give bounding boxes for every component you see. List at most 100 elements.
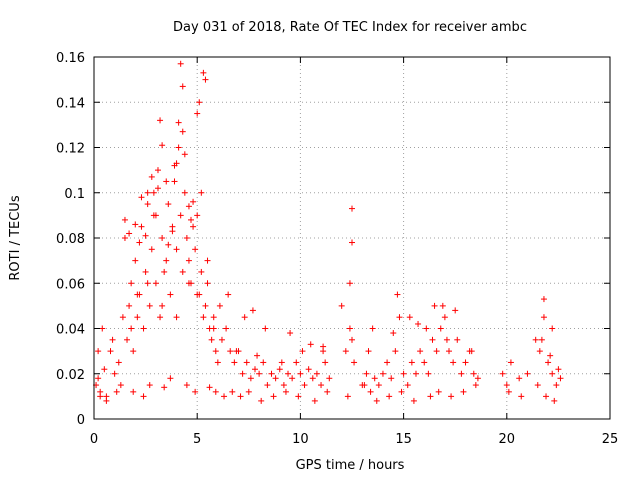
data-point — [103, 397, 110, 404]
data-point — [144, 201, 151, 208]
data-point — [159, 235, 166, 241]
data-point — [524, 370, 531, 377]
data-point — [458, 370, 465, 377]
data-point — [130, 388, 137, 395]
data-point — [124, 336, 131, 343]
x-tick-label: 5 — [193, 432, 201, 447]
data-point — [551, 397, 558, 404]
data-point — [470, 370, 477, 377]
x-tick-label: 20 — [499, 432, 516, 447]
data-point — [264, 382, 271, 389]
data-point — [540, 314, 547, 321]
data-point — [185, 203, 192, 210]
data-point — [185, 280, 192, 287]
plot-frame — [93, 56, 611, 420]
data-point — [229, 388, 236, 395]
data-point — [225, 291, 232, 298]
data-point — [204, 257, 211, 264]
data-point — [99, 325, 106, 332]
data-point — [349, 336, 355, 343]
data-point — [165, 241, 172, 248]
data-point — [297, 370, 304, 377]
y-tick-label: 0.04 — [56, 323, 85, 338]
data-point — [446, 348, 453, 355]
data-point — [427, 393, 434, 400]
data-point — [460, 388, 467, 395]
grid-lines — [94, 57, 610, 419]
data-point — [185, 257, 192, 264]
data-point — [157, 314, 164, 321]
data-point — [212, 348, 219, 355]
data-point — [320, 343, 327, 350]
data-point — [439, 302, 446, 309]
data-point — [204, 280, 211, 287]
data-point — [138, 194, 145, 201]
data-point — [499, 370, 506, 377]
data-point — [351, 359, 358, 366]
data-point — [169, 228, 176, 235]
data-point — [175, 144, 182, 151]
data-point — [406, 314, 413, 321]
data-point — [251, 366, 258, 373]
data-point — [536, 348, 543, 355]
x-tick-label: 0 — [90, 432, 98, 447]
data-point — [311, 397, 318, 404]
data-point — [472, 382, 479, 389]
data-point — [210, 314, 217, 321]
data-point — [433, 348, 440, 355]
data-point — [161, 268, 168, 275]
data-point — [218, 336, 225, 343]
data-point — [117, 382, 124, 389]
data-point — [159, 302, 166, 309]
data-point — [171, 162, 178, 169]
data-point — [183, 382, 190, 389]
data-point — [437, 325, 444, 332]
y-tick-label: 0.08 — [56, 232, 85, 247]
data-point — [163, 257, 170, 264]
data-point — [179, 268, 186, 275]
data-point — [454, 336, 461, 343]
data-point — [119, 314, 126, 321]
data-point — [392, 348, 399, 355]
data-point — [540, 296, 547, 303]
data-point — [231, 359, 238, 366]
data-point — [324, 388, 331, 395]
data-point — [183, 235, 190, 241]
data-point — [425, 370, 432, 377]
data-point — [429, 336, 436, 343]
data-point — [198, 268, 205, 275]
data-point — [121, 216, 128, 223]
data-point — [95, 375, 102, 382]
data-points — [93, 60, 564, 404]
data-point — [144, 280, 151, 287]
data-point — [410, 397, 417, 404]
data-point — [349, 205, 355, 212]
data-point — [142, 232, 149, 239]
data-point — [206, 384, 213, 391]
data-point — [295, 393, 302, 400]
data-point — [126, 302, 133, 309]
data-point — [543, 393, 550, 400]
data-point — [202, 302, 209, 309]
data-point — [388, 375, 395, 382]
data-point — [152, 280, 159, 287]
data-point — [245, 388, 252, 395]
data-point — [313, 370, 320, 377]
data-point — [249, 307, 256, 314]
data-point — [157, 117, 164, 124]
data-point — [128, 280, 135, 287]
data-point — [200, 314, 207, 321]
data-point — [412, 370, 419, 377]
data-point — [367, 388, 374, 395]
data-point — [547, 352, 554, 359]
data-point — [202, 76, 209, 83]
y-tick-label: 0.12 — [56, 142, 85, 157]
y-tick-label: 0.16 — [56, 51, 85, 66]
data-point — [212, 388, 219, 395]
data-point — [95, 348, 102, 355]
data-point — [260, 359, 267, 366]
data-point — [134, 314, 141, 321]
data-point — [167, 291, 174, 298]
data-point — [210, 325, 217, 332]
data-point — [307, 341, 314, 348]
